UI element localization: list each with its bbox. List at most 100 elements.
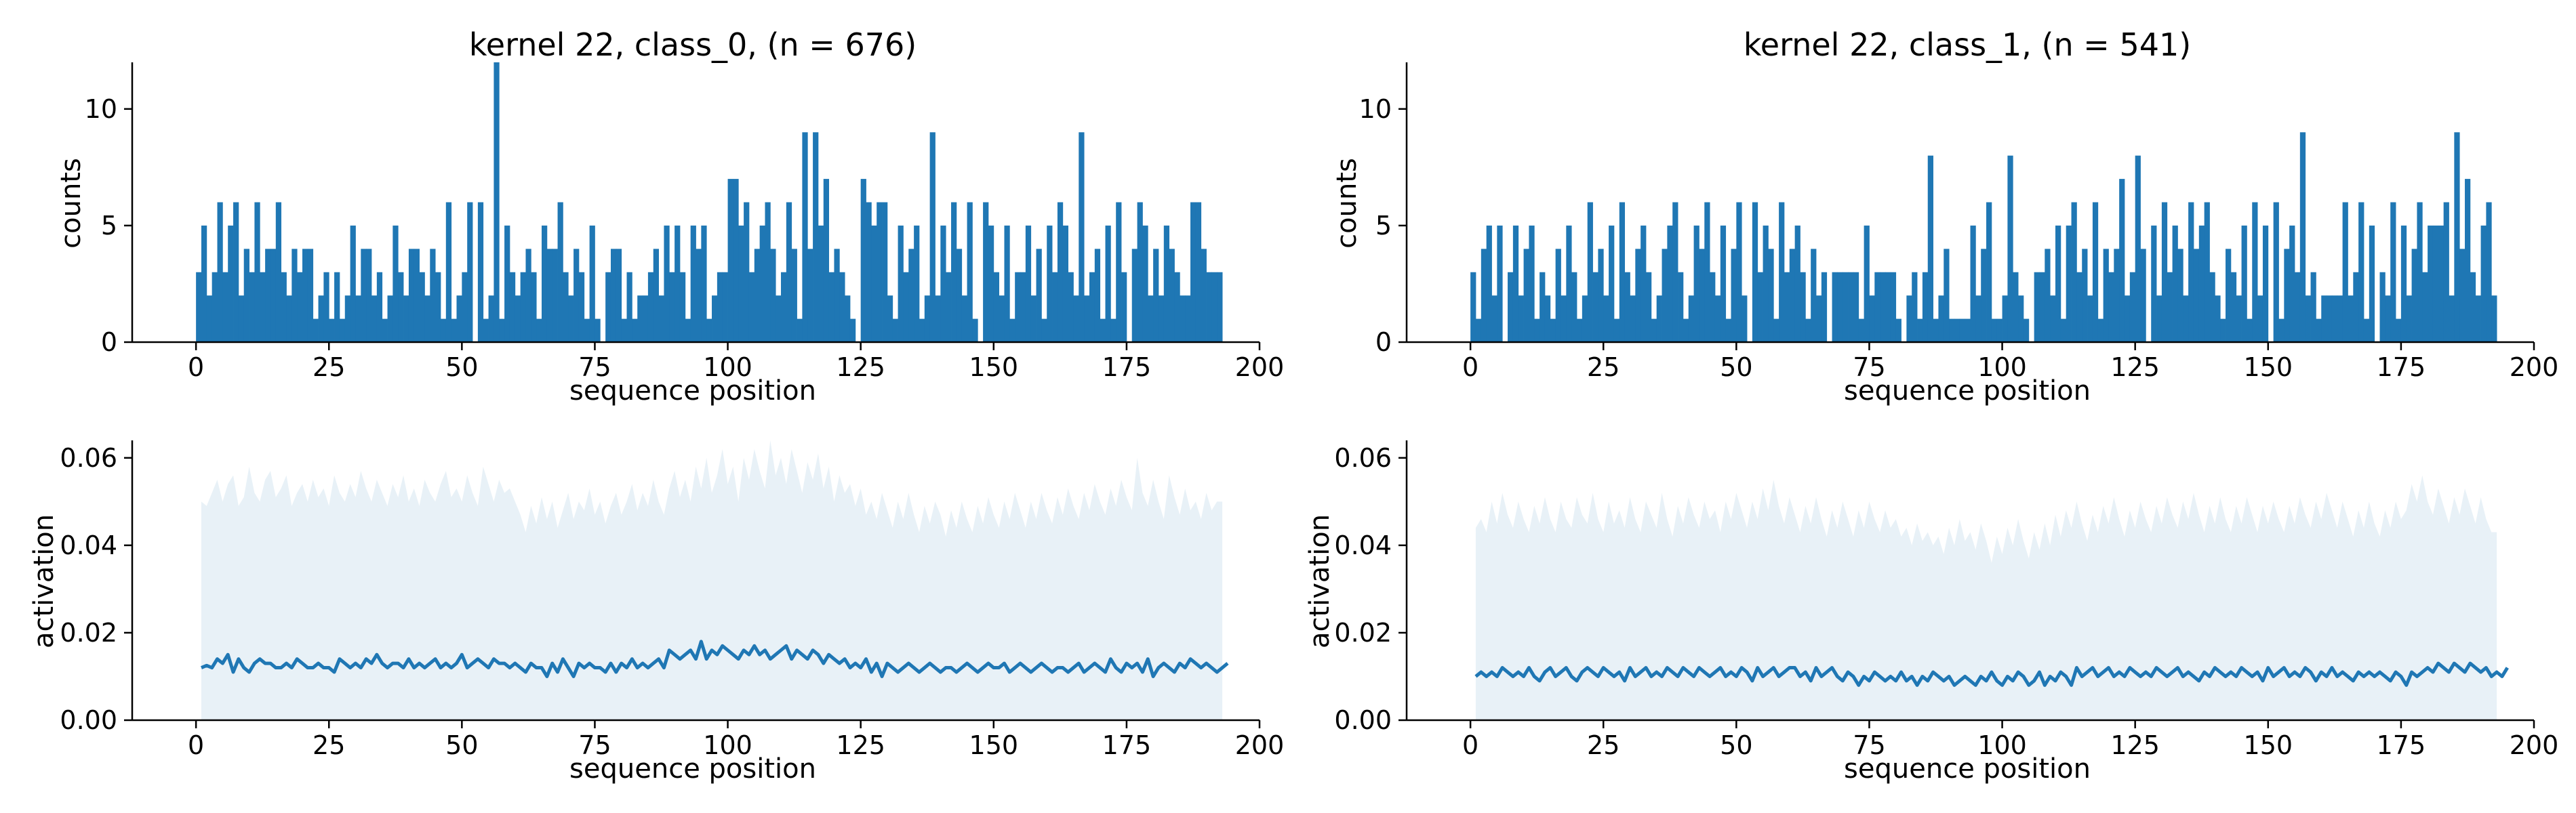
bar xyxy=(536,318,542,342)
bar xyxy=(679,272,686,342)
bar xyxy=(1174,272,1180,342)
bar xyxy=(270,249,277,342)
y-tick-label: 5 xyxy=(101,211,117,241)
bar xyxy=(2278,318,2285,342)
bar xyxy=(1789,249,1796,342)
bar xyxy=(727,179,733,342)
bar xyxy=(653,249,659,342)
bar xyxy=(451,318,457,342)
chart-class0-counts: kernel 22, class_0, (n = 676) 0 25 50 75 100… xyxy=(56,26,1284,406)
bar xyxy=(1539,272,1546,342)
bar xyxy=(1895,318,1901,342)
bar xyxy=(2236,295,2242,342)
bar xyxy=(972,318,978,342)
bar xyxy=(1965,318,1971,342)
bar xyxy=(2432,225,2439,342)
bar xyxy=(1779,202,1785,342)
bar xyxy=(860,179,866,342)
bar xyxy=(1163,225,1170,342)
bar xyxy=(302,249,308,342)
bar xyxy=(2396,318,2402,342)
x-axis: 0 25 50 75 100 125 150 175 200 xyxy=(1407,341,2558,382)
bar xyxy=(1885,272,1891,342)
x-axis: 0 25 50 75 100 125 150 175 200 xyxy=(132,719,1284,760)
bar xyxy=(222,272,228,342)
bar xyxy=(445,202,452,342)
bar xyxy=(254,202,260,342)
bar xyxy=(260,272,266,342)
bar xyxy=(770,249,776,342)
x-tick-label: 175 xyxy=(1102,352,1152,382)
bar xyxy=(483,318,489,342)
bar xyxy=(1848,272,1854,342)
bar xyxy=(2135,155,2141,343)
x-tick-label: 150 xyxy=(2244,730,2293,760)
bar xyxy=(520,272,526,342)
x-tick-label: 50 xyxy=(1720,352,1752,382)
bar xyxy=(1169,249,1175,342)
bar xyxy=(307,249,314,342)
bar xyxy=(2151,225,2157,342)
bar xyxy=(999,295,1005,342)
bar xyxy=(744,202,750,342)
bar xyxy=(669,272,675,342)
bar xyxy=(2289,225,2295,342)
bar xyxy=(1529,225,1535,342)
bar xyxy=(675,225,681,342)
activation-plot xyxy=(1474,475,2509,720)
bar xyxy=(376,272,383,342)
bar xyxy=(1742,295,1748,342)
x-tick-label: 50 xyxy=(445,730,478,760)
bar xyxy=(765,202,771,342)
bar xyxy=(1598,249,1604,342)
bar xyxy=(1821,272,1828,342)
bar xyxy=(1949,318,1955,342)
bar xyxy=(866,202,872,342)
bar xyxy=(2055,225,2061,342)
bar xyxy=(1837,272,1843,342)
bar xyxy=(542,225,548,342)
y-axis: 0 5 10 xyxy=(1359,62,1408,357)
bar xyxy=(1927,155,1933,343)
bar xyxy=(786,202,792,342)
bar xyxy=(557,202,563,342)
bar xyxy=(1497,225,1503,342)
bar xyxy=(1954,318,1960,342)
bar xyxy=(2316,318,2322,342)
bar xyxy=(2273,202,2279,342)
x-tick-label: 75 xyxy=(1853,352,1885,382)
bar xyxy=(1874,272,1880,342)
bar xyxy=(275,202,282,342)
x-tick-label: 0 xyxy=(1462,730,1478,760)
bar xyxy=(403,295,409,342)
y-tick-label: 0.04 xyxy=(1334,530,1392,560)
bar xyxy=(610,249,617,342)
bar xyxy=(908,249,914,342)
bar xyxy=(228,225,234,342)
bar xyxy=(1110,318,1116,342)
bar xyxy=(2023,318,2030,342)
bar xyxy=(823,179,829,342)
bar xyxy=(643,295,649,342)
bar xyxy=(1970,225,1976,342)
bar xyxy=(355,295,361,342)
bar xyxy=(2295,272,2301,342)
bar xyxy=(1662,249,1668,342)
bar xyxy=(1015,272,1021,342)
bar xyxy=(318,295,324,342)
y-axis-label: activation xyxy=(28,514,60,648)
bar xyxy=(1651,318,1657,342)
y-axis: 0.00 0.02 0.04 0.06 xyxy=(1334,440,1408,735)
bar xyxy=(2475,295,2481,342)
bar xyxy=(1986,202,1992,342)
bar xyxy=(1975,295,1981,342)
bar xyxy=(1641,225,1647,342)
bar xyxy=(2220,318,2226,342)
activation-range-band xyxy=(201,440,1223,720)
x-axis-label: sequence position xyxy=(1844,753,2091,785)
y-tick-label: 0 xyxy=(101,327,117,357)
bar xyxy=(1710,272,1716,342)
bar xyxy=(2226,249,2232,342)
bar xyxy=(1613,318,1620,342)
bar xyxy=(2310,272,2316,342)
